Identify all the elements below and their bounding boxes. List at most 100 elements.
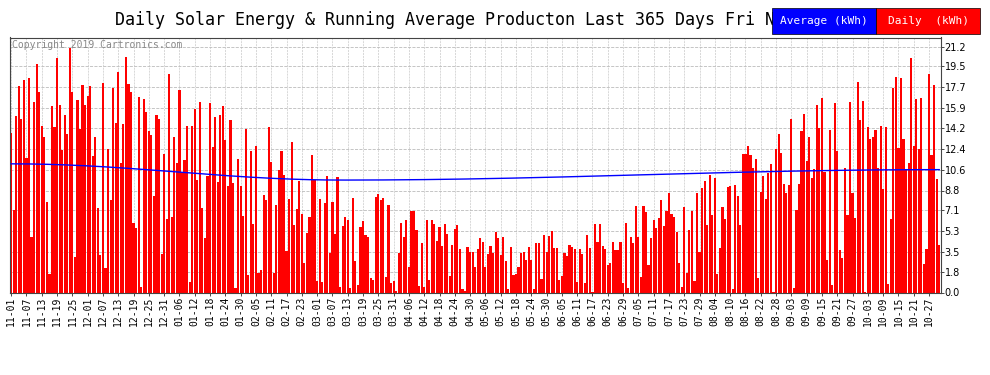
- Bar: [81, 85, 83, 292]
- Bar: [492, 254, 494, 292]
- Bar: [474, 267, 476, 292]
- Bar: [594, 224, 596, 292]
- Bar: [602, 246, 604, 292]
- Bar: [936, 179, 938, 292]
- Bar: [110, 200, 112, 292]
- Bar: [727, 187, 729, 292]
- Bar: [235, 288, 237, 292]
- Bar: [788, 185, 790, 292]
- Bar: [699, 252, 701, 292]
- Bar: [696, 193, 698, 292]
- Bar: [296, 209, 298, 292]
- Bar: [39, 92, 41, 292]
- Bar: [482, 242, 484, 292]
- Bar: [403, 237, 405, 292]
- Bar: [505, 261, 507, 292]
- Text: Copyright 2019 Cartronics.com: Copyright 2019 Cartronics.com: [12, 40, 182, 50]
- Bar: [170, 217, 173, 292]
- Bar: [413, 211, 415, 292]
- Bar: [910, 58, 912, 292]
- Bar: [693, 281, 696, 292]
- Bar: [181, 172, 183, 292]
- Bar: [553, 248, 555, 292]
- Bar: [487, 254, 489, 292]
- Bar: [267, 127, 269, 292]
- Bar: [31, 237, 33, 292]
- Bar: [790, 118, 792, 292]
- Bar: [26, 158, 28, 292]
- Bar: [183, 160, 186, 292]
- Bar: [464, 291, 466, 292]
- Bar: [640, 278, 642, 292]
- Bar: [759, 192, 762, 292]
- Bar: [421, 243, 423, 292]
- Bar: [536, 243, 538, 292]
- Bar: [390, 283, 392, 292]
- Bar: [359, 227, 361, 292]
- Bar: [107, 148, 109, 292]
- Bar: [199, 102, 201, 292]
- Bar: [859, 120, 861, 292]
- Bar: [400, 223, 402, 292]
- Bar: [56, 58, 58, 292]
- Bar: [68, 48, 71, 292]
- Bar: [740, 225, 742, 292]
- Bar: [558, 280, 560, 292]
- Bar: [387, 204, 390, 292]
- Bar: [165, 219, 167, 292]
- Bar: [254, 146, 257, 292]
- Text: Average (kWh): Average (kWh): [780, 16, 868, 26]
- Bar: [146, 112, 148, 292]
- Bar: [638, 237, 640, 292]
- Bar: [86, 96, 89, 292]
- Bar: [897, 148, 900, 292]
- Bar: [252, 224, 254, 292]
- Bar: [502, 237, 504, 292]
- Bar: [453, 229, 455, 292]
- Bar: [933, 85, 936, 292]
- Bar: [53, 127, 55, 292]
- Bar: [846, 214, 848, 292]
- Bar: [681, 287, 683, 292]
- Bar: [217, 182, 219, 292]
- Bar: [520, 253, 522, 292]
- Bar: [872, 137, 874, 292]
- Bar: [586, 234, 588, 292]
- Bar: [803, 114, 805, 292]
- Bar: [349, 288, 351, 292]
- Bar: [356, 285, 359, 292]
- Bar: [939, 245, 940, 292]
- Bar: [168, 74, 170, 292]
- Bar: [735, 185, 737, 292]
- Bar: [44, 137, 46, 292]
- Bar: [285, 251, 288, 292]
- Bar: [742, 154, 744, 292]
- Bar: [571, 247, 573, 292]
- Bar: [288, 199, 290, 292]
- Bar: [426, 220, 428, 292]
- Bar: [41, 126, 43, 292]
- Bar: [581, 254, 583, 292]
- Bar: [28, 78, 30, 292]
- Bar: [36, 64, 38, 292]
- Bar: [622, 284, 624, 292]
- Bar: [191, 126, 193, 292]
- Bar: [94, 137, 96, 292]
- Bar: [133, 224, 135, 292]
- Bar: [125, 57, 127, 292]
- Bar: [612, 242, 614, 292]
- Bar: [655, 228, 657, 292]
- Bar: [20, 119, 23, 292]
- Bar: [609, 263, 612, 292]
- Bar: [555, 248, 558, 292]
- Bar: [701, 188, 703, 292]
- Bar: [434, 224, 436, 292]
- Bar: [173, 138, 175, 292]
- Bar: [764, 199, 767, 292]
- Bar: [630, 237, 632, 292]
- Bar: [392, 281, 395, 292]
- Bar: [138, 97, 140, 292]
- Bar: [466, 246, 468, 292]
- Bar: [249, 151, 251, 292]
- Bar: [548, 236, 550, 292]
